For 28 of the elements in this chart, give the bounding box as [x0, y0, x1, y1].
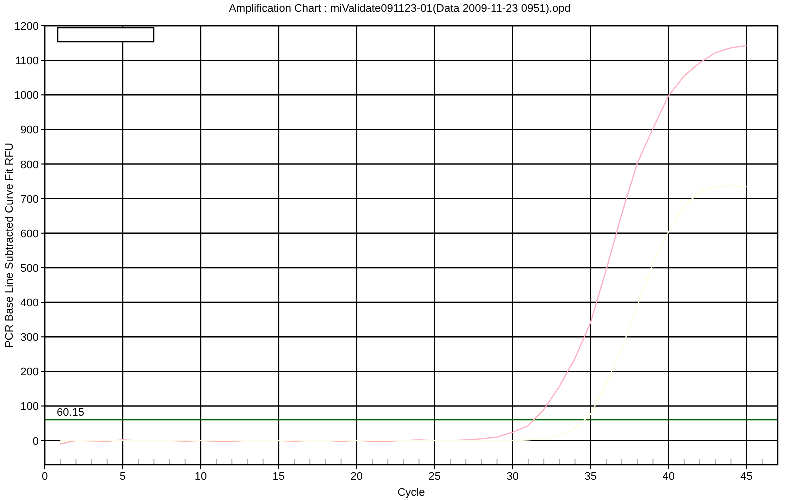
y-tick-label: 400 [20, 298, 39, 310]
chart-title: Amplification Chart : miValidate091123-01(Data 2009-11-23 0951).opd [229, 3, 571, 15]
x-tick-label: 35 [584, 471, 597, 483]
x-tick-label: 25 [428, 471, 442, 483]
y-tick-label: 1100 [15, 56, 39, 68]
x-tick-label: 0 [42, 471, 48, 483]
y-tick-label: 800 [20, 159, 39, 172]
line-series [60, 185, 748, 442]
y-tick-label: 100 [20, 401, 39, 414]
x-tick-label: 5 [120, 471, 126, 483]
y-tick-label: 500 [20, 262, 39, 275]
y-tick-label: 200 [20, 366, 39, 379]
x-tick-label: 45 [740, 471, 753, 483]
y-tick-label: 700 [20, 194, 39, 206]
x-tick-label: 15 [272, 471, 286, 483]
x-tick-label: 40 [662, 471, 675, 483]
y-tick-label: 1200 [14, 21, 39, 33]
y-tick-label: 900 [20, 124, 39, 137]
y-tick-label: 0 [32, 436, 39, 448]
ref-line-label: 60.15 [57, 407, 85, 420]
x-tick-label: 30 [506, 471, 519, 483]
x-axis-title: Cycle [398, 487, 426, 499]
x-tick-label: 10 [194, 471, 208, 483]
y-tick-label: 1000 [14, 90, 39, 102]
y-tick-label: 600 [20, 228, 39, 240]
y-tick-label: 300 [20, 332, 39, 344]
x-tick-label: 20 [350, 471, 364, 483]
y-axis-title: PCR Base Line Subtracted Curve Fit RFU [4, 143, 16, 348]
